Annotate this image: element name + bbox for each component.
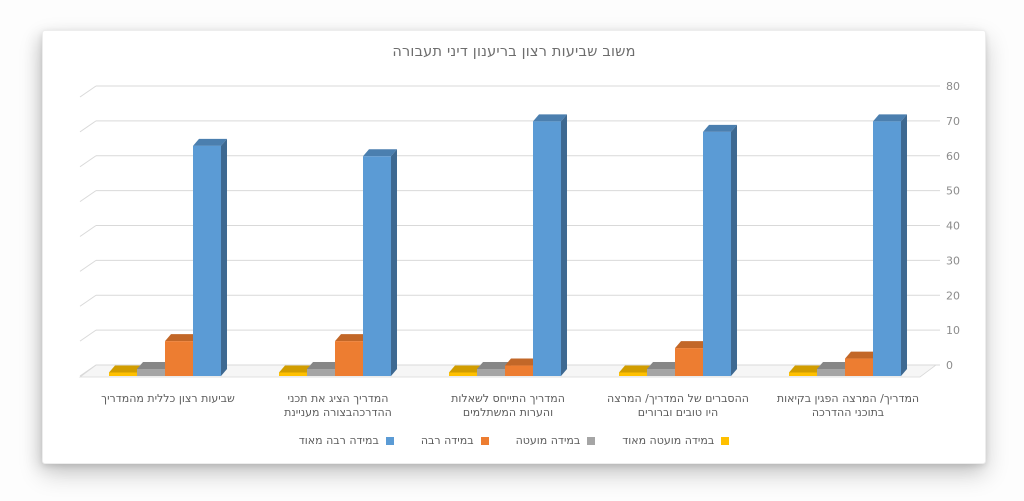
y-axis-tick-label: 30 [946,254,960,267]
chart-plot-area: 0 10 20 30 40 50 60 70 80 [78,80,960,378]
bar-4-group-4 [703,124,737,376]
legend-item: במידה מועטה מאוד [622,434,730,447]
legend-label: במידה רבה [420,434,474,447]
bar-4-group-5 [873,114,907,376]
y-axis-tick-label: 40 [946,220,960,233]
legend-item: במידה רבה [421,434,489,447]
gridline-depth-edge [79,225,97,237]
y-axis-tick-label: 0 [946,359,953,372]
chart-legend: במידה רבה מאוד במידה רבה במידה מועטה במידה … [43,434,985,447]
y-axis-tick-label: 20 [946,289,960,302]
legend-item: במידה רבה מאוד [299,434,394,447]
y-axis-tick-label: 10 [946,324,960,337]
category-label: ההסברים של המדריך/ המרצה היו טובים וברורי… [607,392,749,419]
category-label: שביעות רצון כללית מהמדריך [101,392,235,405]
gridline-depth-edge [79,329,97,342]
y-axis-tick-label: 60 [946,150,960,163]
category-label: המדריך התייחס לשאלות והערות המשתלמים [451,392,565,419]
legend-swatch-icon [721,436,730,445]
gridline-depth-edge [79,120,97,133]
legend-swatch-icon [587,436,596,445]
legend-swatch-icon [480,436,489,445]
gridline-depth-edge [79,364,97,377]
gridline-depth-edge [79,85,97,98]
bar-4-group-1 [193,138,227,376]
y-axis-tick-label: 70 [946,115,960,128]
y-axis-tick-label: 50 [946,185,960,198]
gridline-depth-edge [79,155,97,168]
category-label: המדריך/ המרצה הפגין בקיאות בתוכני ההדרכה [776,392,920,419]
legend-label: במידה רבה מאוד [298,434,379,447]
legend-label: במידה מועטה מאוד [622,434,715,447]
gridline-depth-edge [79,294,97,307]
y-axis-tick-label: 80 [946,80,960,93]
chart-title: משוב שביעות רצון בריענון דיני תעבורה [392,44,636,60]
legend-label: במידה מועטה [515,434,581,447]
bar-4-group-2 [363,149,397,376]
category-label: המדריך הציג את תכני ההדרכהבצורה מעניינת [284,392,392,419]
bar-4-group-3 [533,114,567,376]
gridline-depth-edge [79,190,97,203]
chart-card: משוב שביעות רצון בריענון דיני תעבורה 0 10… [42,30,986,464]
legend-swatch-icon [385,436,394,445]
legend-item: במידה מועטה [516,434,596,447]
gridline-depth-edge [79,259,97,272]
